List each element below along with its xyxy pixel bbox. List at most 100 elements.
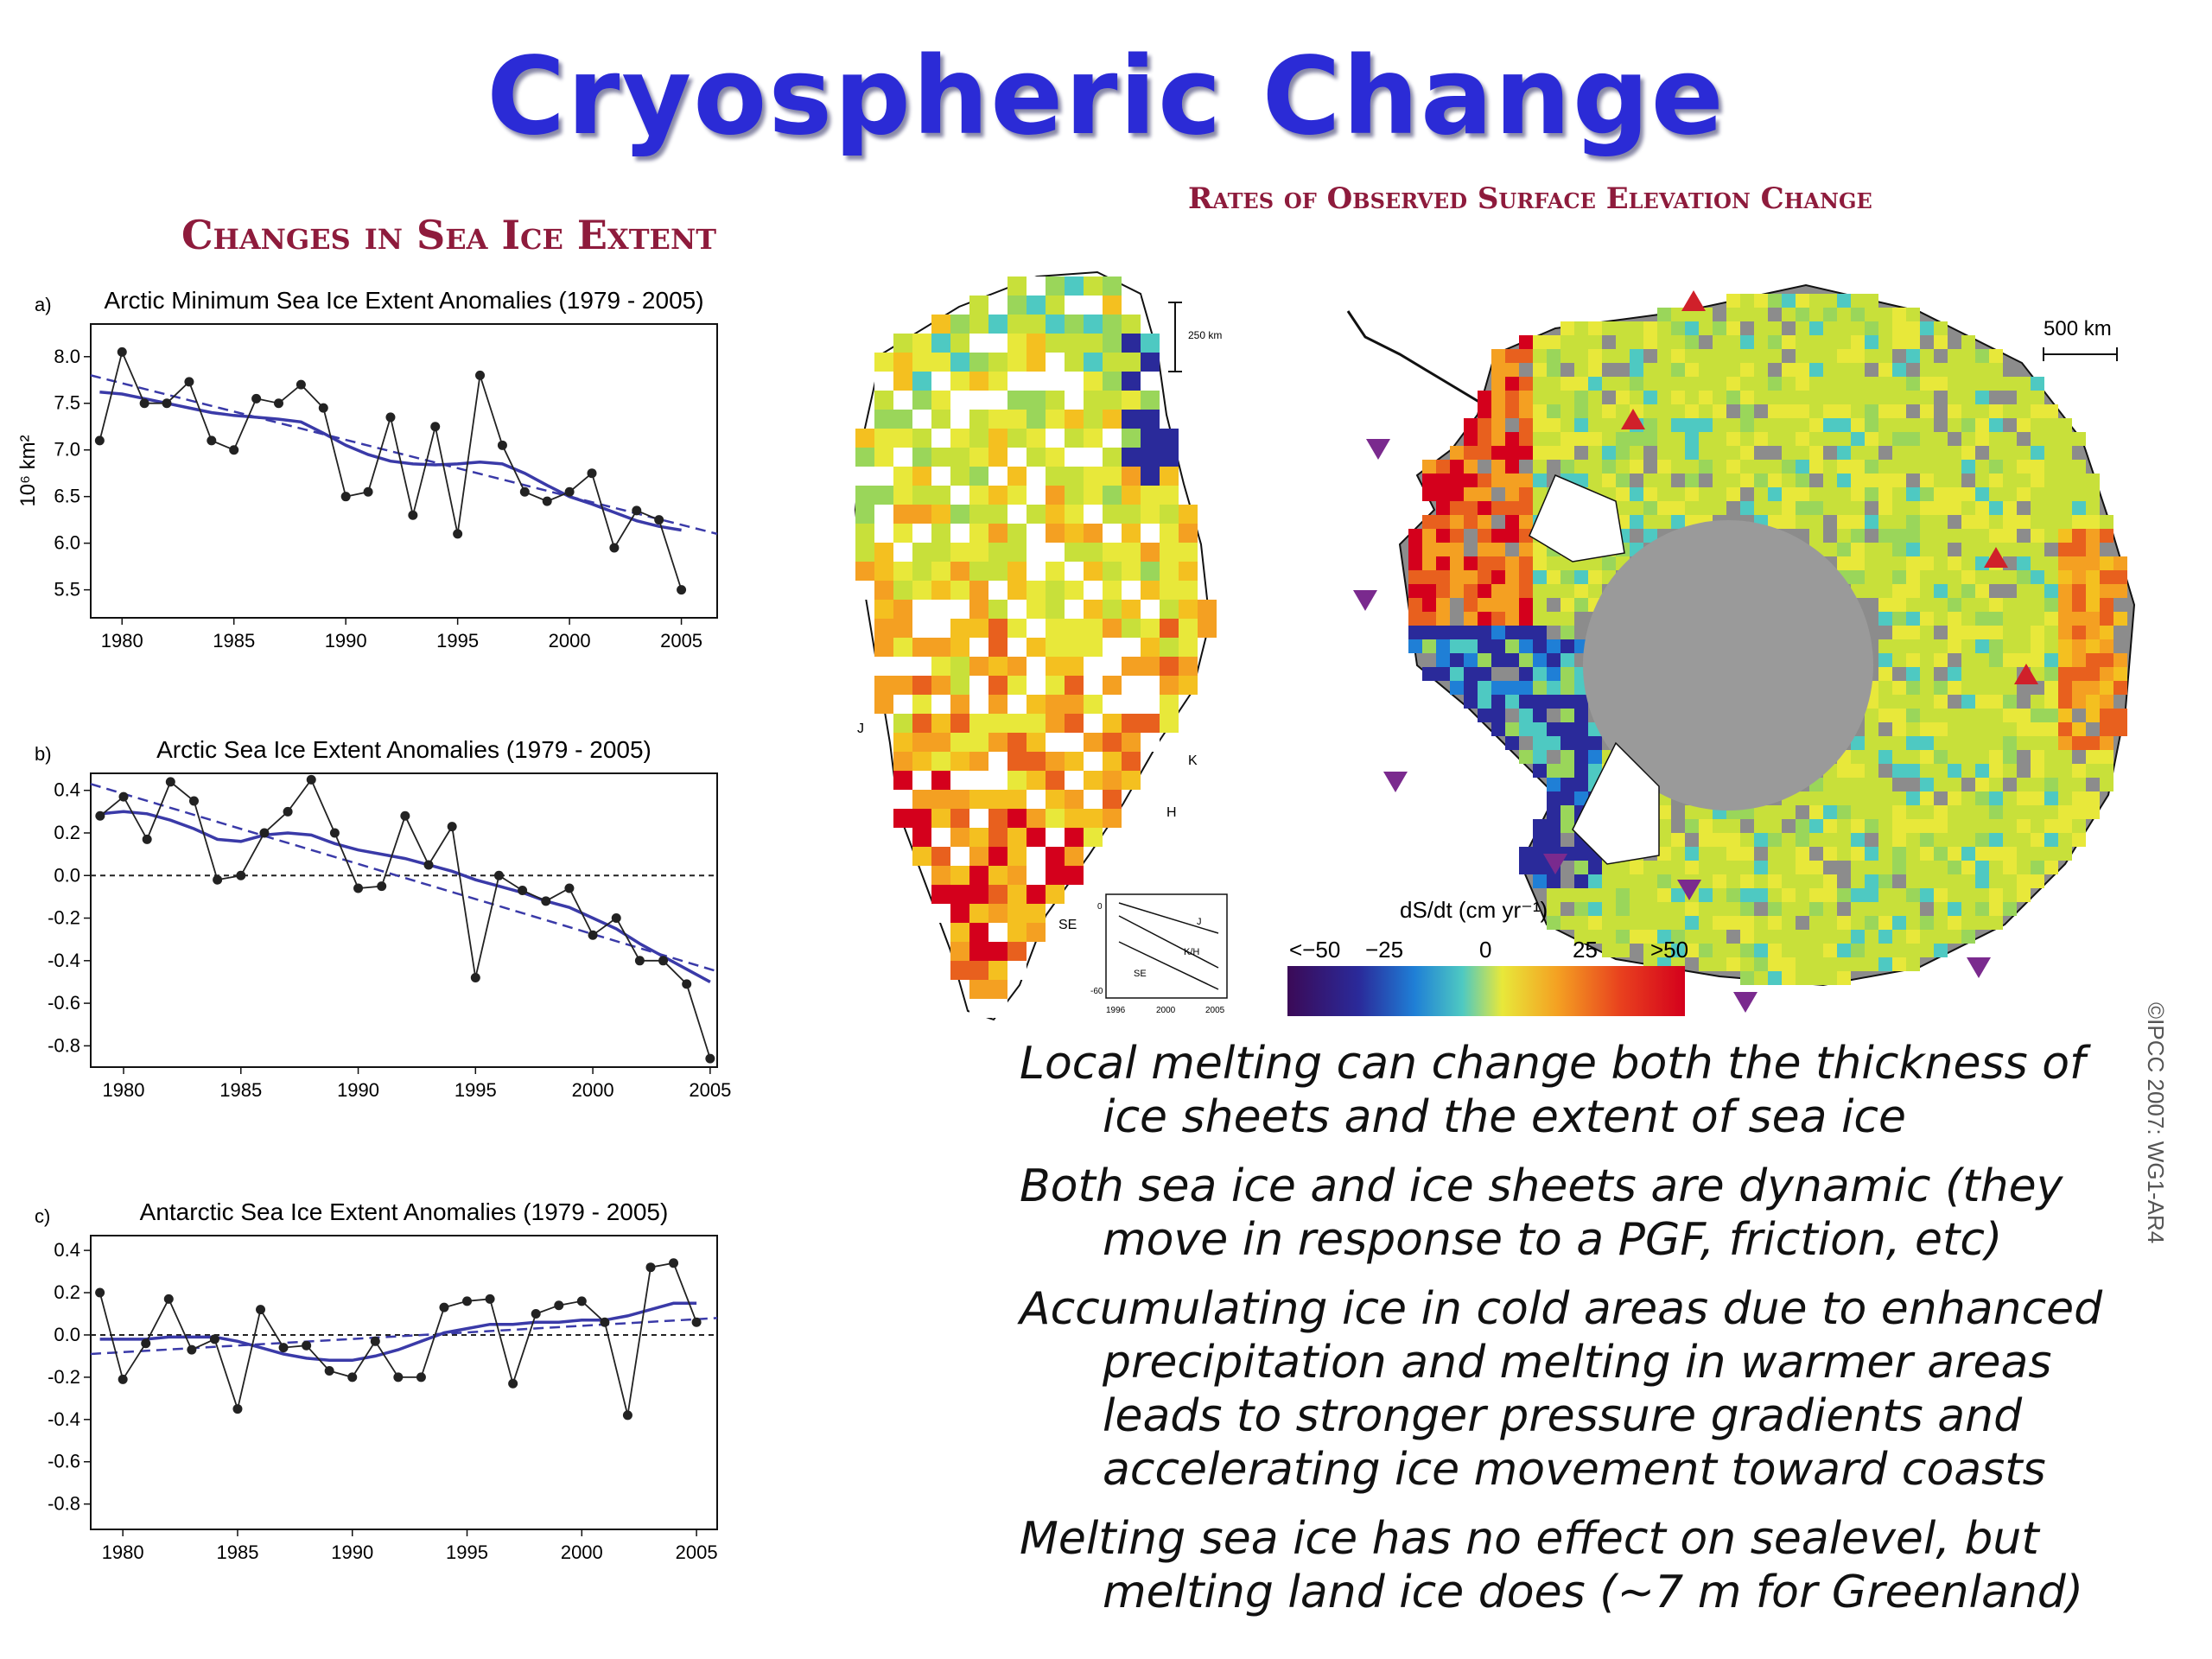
antarctica-cell [1602, 321, 1616, 335]
antarctica-cell [1989, 736, 2003, 750]
greenland-cell [1065, 600, 1084, 619]
antarctica-cell [2031, 570, 2044, 584]
antarctica-cell [1920, 584, 1934, 598]
greenland-cell [1046, 828, 1065, 847]
antarctica-cell [1505, 695, 1519, 709]
greenland-cell [1160, 619, 1179, 638]
antarctica-cell [2017, 833, 2031, 847]
greenland-cell [1007, 315, 1027, 334]
data-point-b-2004 [682, 979, 692, 989]
antarctica-cell [1796, 819, 1809, 833]
greenland-cell [950, 942, 969, 961]
antarctica-cell [1892, 847, 1906, 861]
antarctica-cell [2086, 612, 2100, 626]
antarctica-cell [1505, 556, 1519, 570]
antarctica-cell [1588, 916, 1602, 930]
antarctica-cell [1948, 377, 1961, 391]
antarctica-cell [1519, 529, 1533, 543]
greenland-cell [1103, 619, 1122, 638]
antarctica-cell [1975, 404, 1989, 418]
antarctica-cell [2072, 626, 2086, 639]
antarctica-cell [1892, 487, 1906, 501]
antarctica-cell [1671, 377, 1685, 391]
antarctica-cell [2100, 515, 2113, 529]
greenland-cell [893, 581, 912, 600]
antarctica-cell [1782, 446, 1796, 460]
antarctica-cell [1809, 944, 1823, 957]
antarctica-cell [1643, 335, 1657, 349]
antarctica-cell [1796, 861, 1809, 874]
antarctica-cell [1685, 404, 1699, 418]
antarctica-cell [2058, 460, 2072, 474]
antarctica-cell [1450, 626, 1464, 639]
antarctica-cell [2058, 501, 2072, 515]
antarctica-cell [1851, 916, 1865, 930]
antarctica-cell [1948, 404, 1961, 418]
antarctica-cell [1920, 418, 1934, 432]
xtick-label-b-4: 2000 [572, 1079, 614, 1101]
antarctica-cell [1450, 639, 1464, 653]
antarctica-cell [1464, 515, 1478, 529]
greenland-cell [1141, 714, 1160, 733]
greenland-cell [1179, 581, 1198, 600]
antarctica-cell [1450, 681, 1464, 695]
antarctica-cell [1754, 930, 1768, 944]
greenland-cell [855, 505, 874, 524]
antarctica-cell [1837, 971, 1851, 985]
greenland-cell [988, 391, 1007, 410]
antarctica-cell [1699, 930, 1713, 944]
antarctica-cell [2086, 543, 2100, 556]
antarctica-cell [1906, 321, 1920, 335]
antarctica-cell [1878, 584, 1892, 598]
data-point-c-1991 [370, 1336, 380, 1346]
antarctica-cell [1782, 861, 1796, 874]
antarctica-cell [1837, 888, 1851, 902]
antarctica-cell [1740, 930, 1754, 944]
antarctica-cell [1768, 418, 1782, 432]
greenland-cell [988, 714, 1007, 733]
antarctica-cell [1547, 446, 1560, 460]
antarctica-cell [1754, 833, 1768, 847]
greenland-cell [1007, 276, 1027, 296]
antarctica-cell [1699, 819, 1713, 833]
antarctica-cell [1422, 515, 1436, 529]
antarctica-cell [1768, 861, 1782, 874]
greenland-cell [874, 391, 893, 410]
greenland-cell [1027, 296, 1046, 315]
antarctica-cell [1574, 861, 1588, 874]
antarctica-cell [1989, 418, 2003, 432]
antarctica-cell [1865, 377, 1878, 391]
antarctica-cell [1630, 861, 1643, 874]
greenland-cell [1179, 600, 1198, 619]
antarctica-cell [1837, 418, 1851, 432]
antarctica-cell [1851, 874, 1865, 888]
antarctica-cell [1588, 584, 1602, 598]
point-k-label: K [1188, 753, 1198, 768]
antarctica-cell [1588, 432, 1602, 446]
greenland-cell [893, 410, 912, 429]
antarctica-cell [1961, 930, 1975, 944]
antarctica-cell [1685, 916, 1699, 930]
antarctica-cell [1740, 418, 1754, 432]
antarctica-cell [2072, 833, 2086, 847]
greenland-cell [931, 866, 950, 885]
antarctica-cell [1588, 321, 1602, 335]
antarctica-cell [2072, 432, 2086, 446]
greenland-cell [893, 752, 912, 771]
antarctica-cell [1989, 404, 2003, 418]
antarctica-cell [1782, 971, 1796, 985]
greenland-cell [969, 315, 988, 334]
greenland-cell [969, 847, 988, 866]
antarctica-cell [1837, 778, 1851, 791]
data-point-b-1986 [259, 828, 270, 838]
greenland-cell [1160, 714, 1179, 733]
antarctica-cell [1560, 377, 1574, 391]
greenland-cell [1141, 372, 1160, 391]
data-point-b-1979 [95, 810, 105, 821]
antarctica-cell [1602, 418, 1616, 432]
ytick-label-b-2: -0.4 [48, 950, 80, 971]
greenland-cell [950, 543, 969, 562]
inset-series-kh: K/H [1184, 947, 1199, 957]
antarctica-cell [1422, 667, 1436, 681]
antarctica-cell [1671, 349, 1685, 363]
